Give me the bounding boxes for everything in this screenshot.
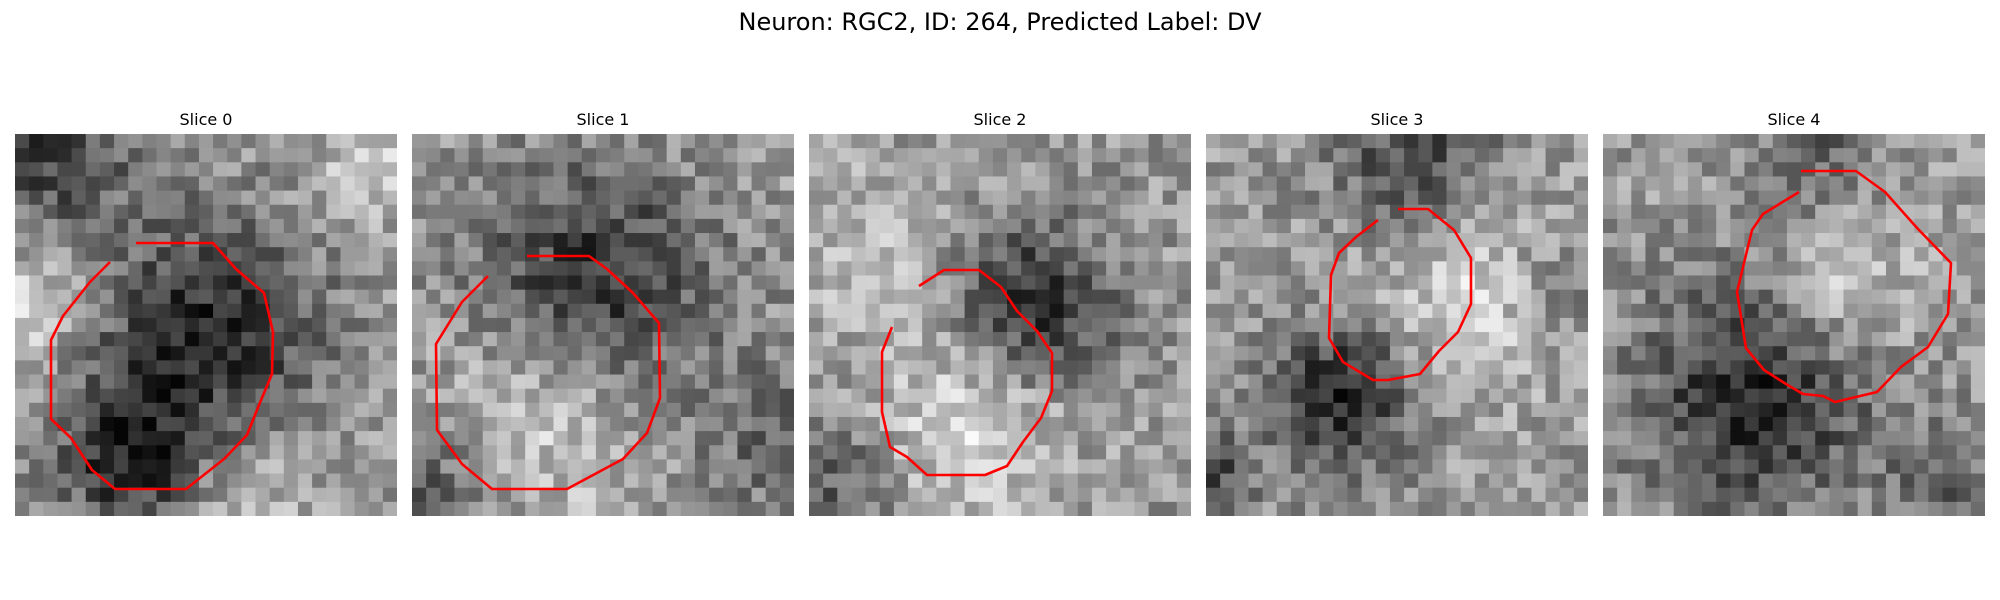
slice-image-3 bbox=[1206, 134, 1588, 516]
slice-image-4 bbox=[1603, 134, 1985, 516]
roi-outline-0 bbox=[49, 241, 275, 491]
roi-outline-4 bbox=[1735, 169, 1953, 404]
figure-title: Neuron: RGC2, ID: 264, Predicted Label: … bbox=[738, 8, 1262, 36]
slice-title-0: Slice 0 bbox=[179, 110, 233, 129]
slice-panel-4: Slice 4 bbox=[1603, 110, 1985, 516]
slice-panel-1: Slice 1 bbox=[412, 110, 794, 516]
slice-image-0 bbox=[15, 134, 397, 516]
slice-image-1 bbox=[412, 134, 794, 516]
roi-outline-3 bbox=[1327, 207, 1473, 382]
slice-panel-3: Slice 3 bbox=[1206, 110, 1588, 516]
slice-panel-2: Slice 2 bbox=[809, 110, 1191, 516]
slice-image-2 bbox=[809, 134, 1191, 516]
slice-title-2: Slice 2 bbox=[973, 110, 1027, 129]
slice-title-3: Slice 3 bbox=[1370, 110, 1424, 129]
roi-outline-2 bbox=[880, 268, 1054, 477]
slice-title-4: Slice 4 bbox=[1767, 110, 1821, 129]
slice-panel-0: Slice 0 bbox=[15, 110, 397, 516]
roi-outline-1 bbox=[434, 254, 662, 491]
slice-title-1: Slice 1 bbox=[576, 110, 630, 129]
